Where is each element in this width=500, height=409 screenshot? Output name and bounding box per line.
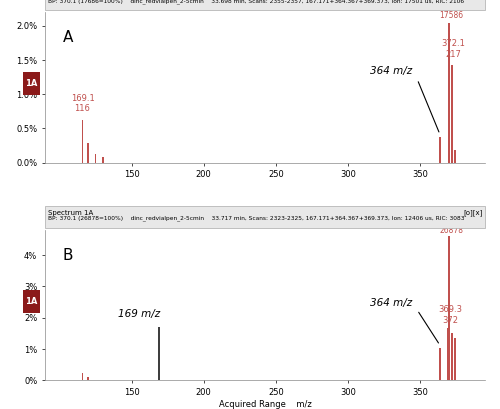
Bar — [448, 236, 450, 380]
Text: 169 m/z: 169 m/z — [118, 309, 160, 319]
Bar — [448, 22, 450, 162]
Bar — [440, 137, 441, 162]
Bar — [451, 333, 452, 380]
Bar — [454, 338, 456, 380]
Bar — [447, 328, 449, 380]
Text: 364 m/z: 364 m/z — [370, 299, 412, 308]
Bar — [451, 65, 453, 162]
Text: BP: 370.1 (17686=100%)    dinc_redvialpen_2-5cmin    33.698 min, Scans: 2355-235: BP: 370.1 (17686=100%) dinc_redvialpen_2… — [48, 0, 464, 4]
Bar — [94, 154, 96, 162]
Bar — [88, 144, 89, 162]
Text: B: B — [62, 248, 73, 263]
Bar — [82, 373, 84, 380]
Text: 169.1
116: 169.1 116 — [70, 94, 94, 113]
Text: 370.1
17586: 370.1 17586 — [439, 1, 463, 20]
Text: Spectrum 1A: Spectrum 1A — [48, 211, 93, 216]
Text: 369.3
372: 369.3 372 — [438, 305, 462, 325]
Text: 364 m/z: 364 m/z — [370, 66, 412, 76]
Bar — [88, 377, 89, 380]
Bar — [82, 120, 84, 162]
Bar — [454, 150, 456, 162]
Text: A: A — [62, 30, 73, 45]
Text: BP: 370.1 (26878=100%)    dinc_redvialpen_2-5cmin    33.717 min, Scans: 2323-232: BP: 370.1 (26878=100%) dinc_redvialpen_2… — [48, 216, 464, 222]
Bar — [158, 326, 160, 380]
Text: 372.1
217: 372.1 217 — [442, 39, 465, 59]
Text: 1A: 1A — [25, 79, 38, 88]
Bar — [440, 348, 441, 380]
Text: 370.1
26878: 370.1 26878 — [440, 216, 464, 235]
Text: 1A: 1A — [25, 297, 38, 306]
Text: [o][x]: [o][x] — [463, 209, 482, 216]
Bar — [102, 157, 104, 162]
X-axis label: Acquired Range    m/z: Acquired Range m/z — [218, 400, 312, 409]
